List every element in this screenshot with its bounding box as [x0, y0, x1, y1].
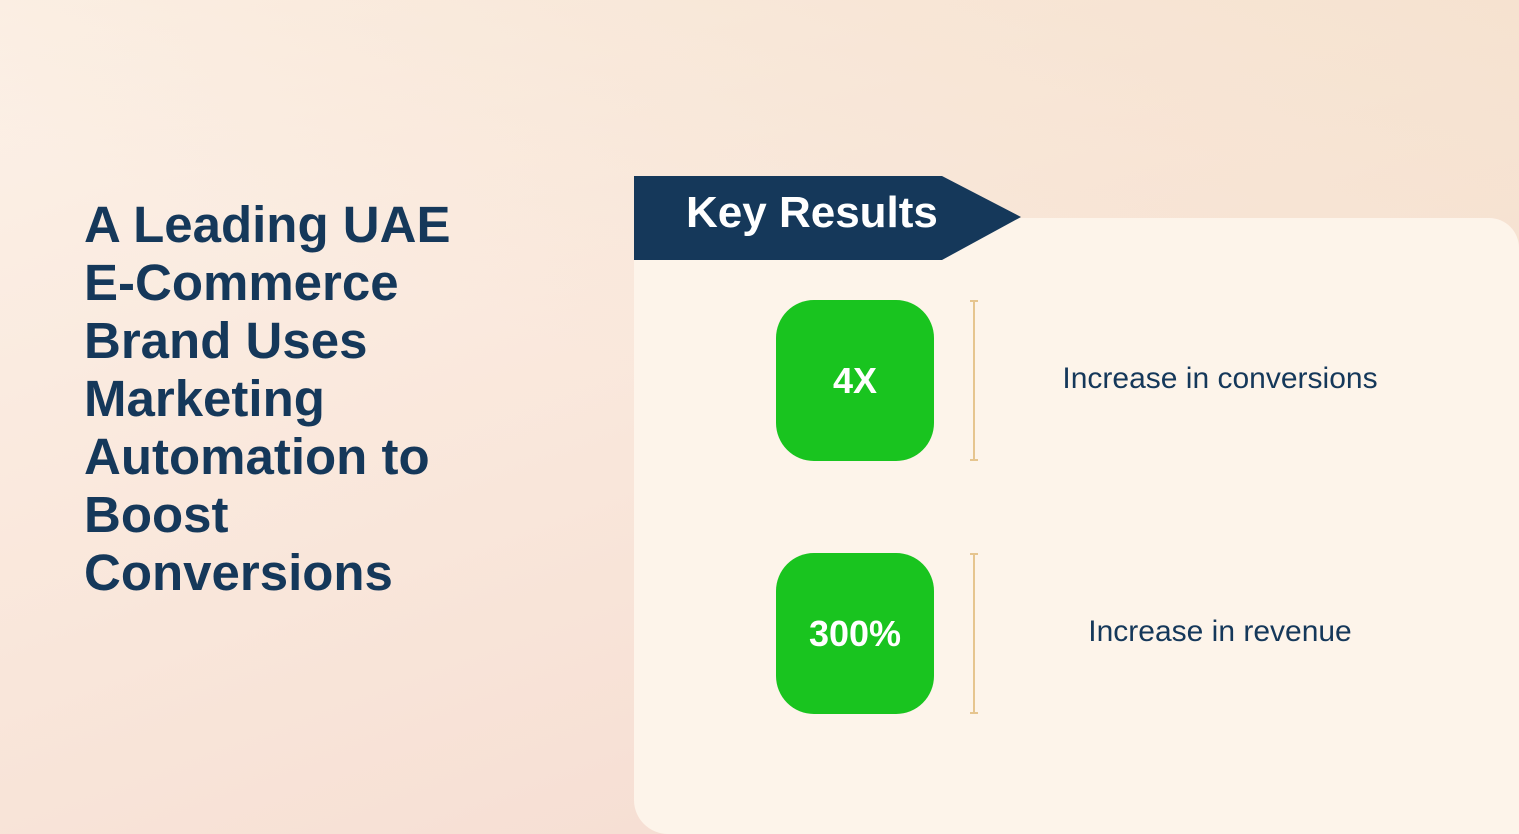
stat-value: 300% [808, 612, 902, 654]
stat-description: Increase in conversions [1062, 362, 1378, 395]
stat-badge-revenue: 300% [776, 553, 934, 714]
stat-description: Increase in revenue [1088, 615, 1352, 648]
divider [970, 300, 978, 461]
banner-arrow-shape [634, 176, 1021, 260]
page-title: A Leading UAE E-Commerce Brand Uses Mark… [84, 196, 451, 601]
stat-badge-conversions: 4X [776, 300, 934, 461]
divider [970, 553, 978, 714]
key-results-card [634, 218, 1519, 834]
stat-value: 4X [832, 359, 878, 401]
key-results-banner: Key Results [634, 176, 1024, 260]
banner-label: Key Results [686, 188, 938, 237]
